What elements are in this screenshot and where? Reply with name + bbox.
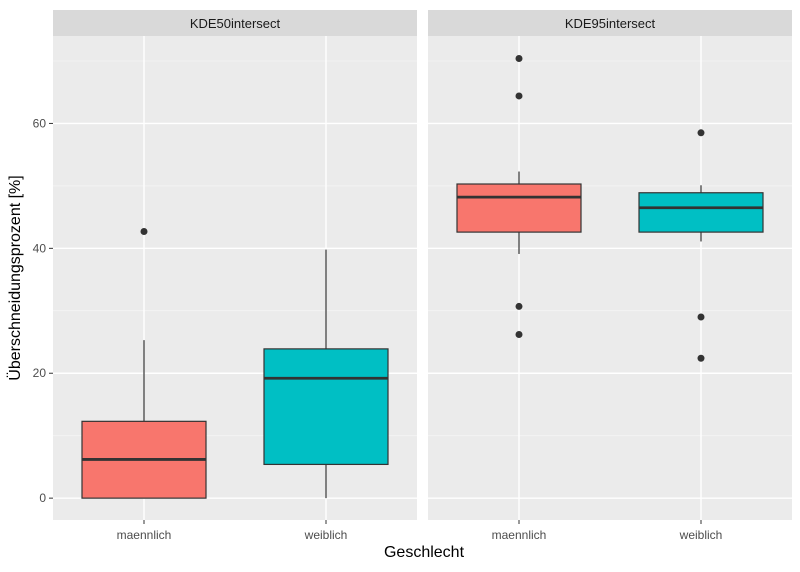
x-tick-label: weiblich: [679, 528, 723, 542]
y-tick-label: 0: [39, 491, 46, 505]
x-tick-label: weiblich: [304, 528, 348, 542]
y-axis: 0 20 40 60: [33, 116, 53, 505]
outlier-point: [515, 92, 523, 100]
outlier-point: [515, 302, 523, 310]
panel-marks-kde50: [53, 36, 417, 520]
outlier-point: [697, 354, 705, 362]
strip-title-kde50: KDE50intersect: [190, 16, 281, 31]
outlier-point: [697, 313, 705, 321]
panel-marks-kde95: [428, 36, 792, 520]
panel-background-kde95: [428, 36, 792, 520]
y-tick-label: 60: [33, 116, 47, 130]
x-tick-label: maennlich: [117, 528, 172, 542]
x-axis: maennlich weiblich maennlich weiblich: [117, 520, 723, 542]
box-weiblich: [638, 192, 764, 233]
strip-kde50: [53, 10, 417, 36]
x-tick-label: maennlich: [492, 528, 547, 542]
outlier-point: [140, 227, 148, 235]
box-maennlich: [456, 183, 582, 233]
panel-kde50: KDE50intersect: [53, 10, 417, 520]
outlier-point: [515, 331, 523, 339]
strip-title-kde95: KDE95intersect: [565, 16, 656, 31]
outlier-point: [515, 54, 523, 62]
outlier-point: [697, 129, 705, 137]
box-weiblich: [263, 348, 389, 466]
y-tick-label: 20: [33, 366, 47, 380]
y-axis-title: Überschneidungsprozent [%]: [6, 175, 24, 380]
panel-kde95: KDE95intersect: [428, 10, 792, 520]
y-tick-label: 40: [33, 241, 47, 255]
strip-kde95: [428, 10, 792, 36]
x-axis-title: Geschlecht: [384, 544, 465, 561]
